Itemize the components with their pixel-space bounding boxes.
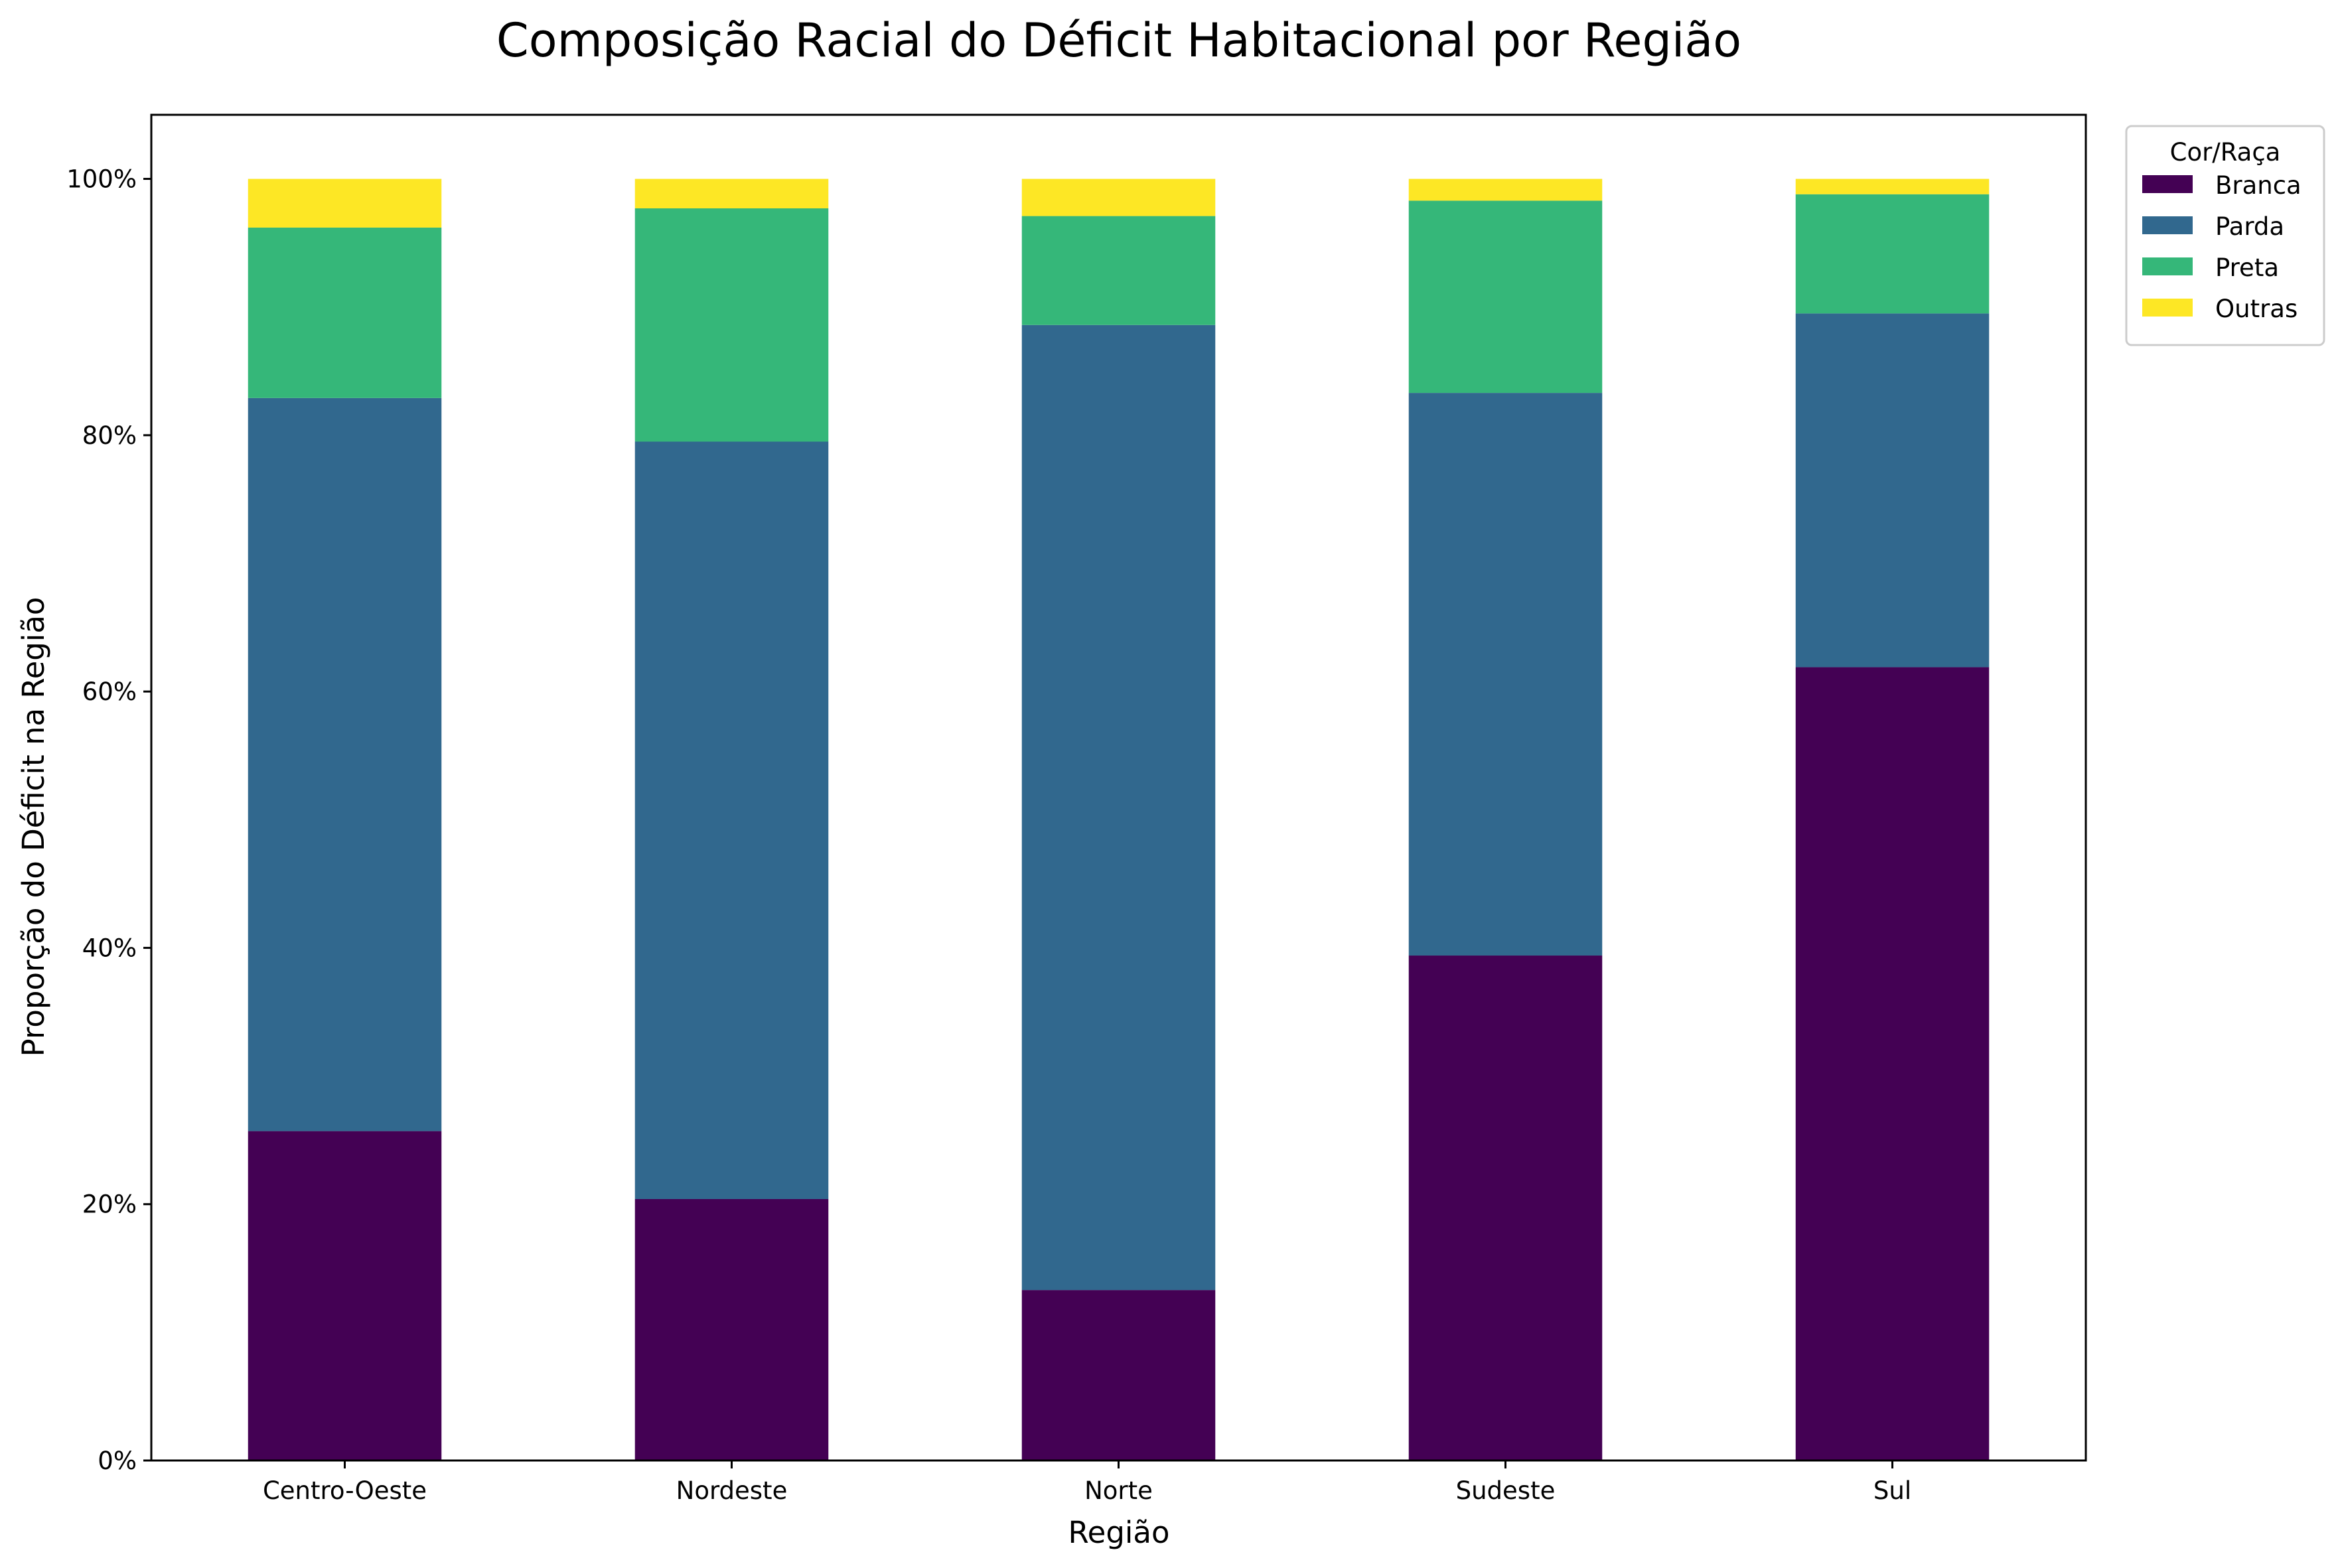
bar-sudeste-branca <box>1408 956 1603 1461</box>
bar-norte-branca <box>1021 1290 1216 1461</box>
bar-sudeste-parda <box>1408 393 1603 956</box>
x-tick-label: Nordeste <box>676 1476 788 1505</box>
bar-nordeste-outras <box>634 178 829 208</box>
x-tick-label: Norte <box>1084 1476 1153 1505</box>
y-tick-label: 40% <box>82 934 137 962</box>
x-tick-label: Centro-Oeste <box>263 1476 427 1505</box>
y-tick-label: 80% <box>82 421 137 450</box>
x-axis-label: Região <box>1068 1515 1169 1550</box>
y-tick-label: 0% <box>98 1447 137 1475</box>
bar-sul-outras <box>1795 178 1990 194</box>
bar-centro-oeste-preta <box>248 227 442 398</box>
legend-label-preta: Preta <box>2215 253 2279 282</box>
legend-label-outras: Outras <box>2215 295 2298 323</box>
bar-norte-preta <box>1021 216 1216 325</box>
legend-swatch-outras <box>2142 299 2193 317</box>
x-tick-label: Sul <box>1873 1476 1911 1505</box>
legend-swatch-branca <box>2142 175 2193 193</box>
bars-group <box>248 178 1990 1461</box>
legend-label-parda: Parda <box>2215 212 2284 241</box>
bar-centro-oeste-outras <box>248 178 442 228</box>
legend-label-branca: Branca <box>2215 171 2302 200</box>
legend: Cor/Raça Branca Parda Preta Outras <box>2125 125 2325 346</box>
y-tick-label: 100% <box>66 165 137 194</box>
bar-norte-outras <box>1021 178 1216 216</box>
bar-centro-oeste-branca <box>248 1131 442 1461</box>
y-axis-label: Proporção do Déficit na Região <box>16 597 51 1057</box>
bar-nordeste-preta <box>634 208 829 442</box>
legend-swatch-parda <box>2142 216 2193 234</box>
bar-sudeste-preta <box>1408 200 1603 393</box>
bar-centro-oeste-parda <box>248 397 442 1131</box>
y-axis: 0% 20% 40% 60% 80% 100% <box>66 165 151 1475</box>
bar-norte-parda <box>1021 324 1216 1291</box>
bar-nordeste-parda <box>634 441 829 1199</box>
chart-title: Composição Racial do Déficit Habitaciona… <box>496 13 1741 68</box>
legend-title: Cor/Raça <box>2170 138 2281 167</box>
bar-sul-preta <box>1795 194 1990 314</box>
legend-swatch-preta <box>2142 257 2193 275</box>
x-axis: Centro-Oeste Nordeste Norte Sudeste Sul <box>263 1461 1911 1505</box>
bar-nordeste-branca <box>634 1198 829 1461</box>
legend-items: Branca Parda Preta Outras <box>2142 171 2302 323</box>
y-tick-label: 60% <box>82 677 137 706</box>
y-tick-label: 20% <box>82 1190 137 1219</box>
bar-sudeste-outras <box>1408 178 1603 201</box>
x-tick-label: Sudeste <box>1456 1476 1556 1505</box>
bar-sul-branca <box>1795 667 1990 1461</box>
bar-sul-parda <box>1795 313 1990 668</box>
